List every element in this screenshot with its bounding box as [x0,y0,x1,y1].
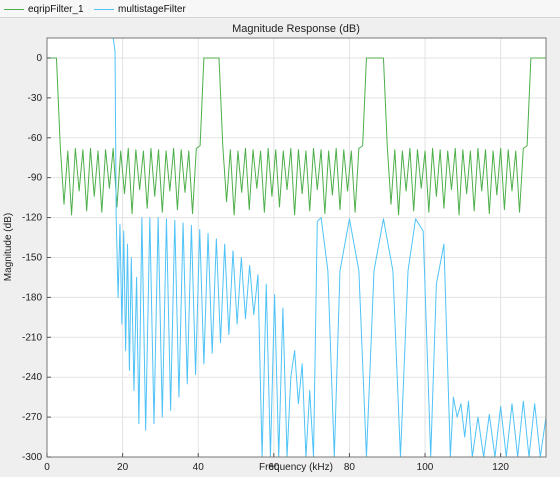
plot-area[interactable] [46,37,547,458]
y-tick-label: -90 [28,173,43,184]
legend-label-multistagefilter: multistageFilter [118,3,186,15]
x-tick-label: 80 [344,462,356,473]
x-tick-label: 60 [268,462,280,473]
legend-label-eqripfilter: eqripFilter_1 [28,3,84,15]
y-tick-label: -210 [22,332,42,343]
series-layer [47,37,547,458]
legend-swatch-eqripfilter [4,8,24,10]
chart-panel: 0 20 40 60 80 100 120 0 -30 -60 -90 -120 -150 -180 -21… [0,18,560,477]
x-tick-label: 0 [44,462,50,473]
legend-bar: eqripFilter_1 multistageFilter [0,0,560,18]
axes-layer: 0 20 40 60 80 100 120 0 -30 -60 -90 -120 -150 -180 -21… [22,37,547,473]
y-tick-label: -240 [22,372,42,383]
y-tick-label: -150 [22,252,42,263]
magnitude-response-chart: 0 20 40 60 80 100 120 0 -30 -60 -90 -120 -150 -180 -21… [0,18,560,477]
y-tick-label: -30 [28,93,43,104]
x-tick-label: 20 [117,462,129,473]
y-tick-label: -300 [22,452,42,463]
x-tick-label: 100 [417,462,434,473]
y-tick-label: -180 [22,292,42,303]
legend-item-eqripfilter[interactable]: eqripFilter_1 [4,2,84,16]
legend-item-multistagefilter[interactable]: multistageFilter [94,2,186,16]
y-tick-label: -120 [22,213,42,224]
legend-swatch-multistagefilter [94,8,114,10]
y-tick-label: -270 [22,412,42,423]
multistagefilter-series-line[interactable] [47,37,547,458]
x-axis-label: Frequency (kHz) [259,462,333,473]
chart-title: Magnitude Response (dB) [232,23,360,35]
y-tick-label: 0 [36,53,42,64]
x-tick-label: 120 [492,462,509,473]
plot-border [46,37,547,458]
eqripfilter-series-line[interactable] [47,57,546,216]
y-axis-label: Magnitude (dB) [3,213,14,281]
y-tick-label: -60 [28,133,43,144]
x-tick-label: 40 [193,462,205,473]
